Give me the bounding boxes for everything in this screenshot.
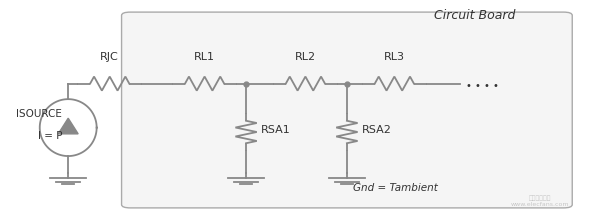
Text: RL3: RL3 bbox=[384, 52, 405, 62]
Text: RSA1: RSA1 bbox=[261, 125, 291, 135]
Text: 电子技术论坛
www.elecfans.com: 电子技术论坛 www.elecfans.com bbox=[511, 195, 569, 207]
Text: Gnd = Tambient: Gnd = Tambient bbox=[353, 183, 438, 192]
Text: RSA2: RSA2 bbox=[362, 125, 391, 135]
Text: • • • •: • • • • bbox=[466, 81, 498, 91]
Text: Circuit Board: Circuit Board bbox=[433, 9, 515, 22]
Text: ISOURCE: ISOURCE bbox=[17, 109, 62, 119]
FancyBboxPatch shape bbox=[122, 12, 572, 208]
Text: RJC: RJC bbox=[100, 52, 119, 62]
Polygon shape bbox=[58, 118, 78, 134]
Text: I = P: I = P bbox=[38, 131, 62, 141]
Text: RL2: RL2 bbox=[295, 52, 316, 62]
Text: RL1: RL1 bbox=[194, 52, 215, 62]
